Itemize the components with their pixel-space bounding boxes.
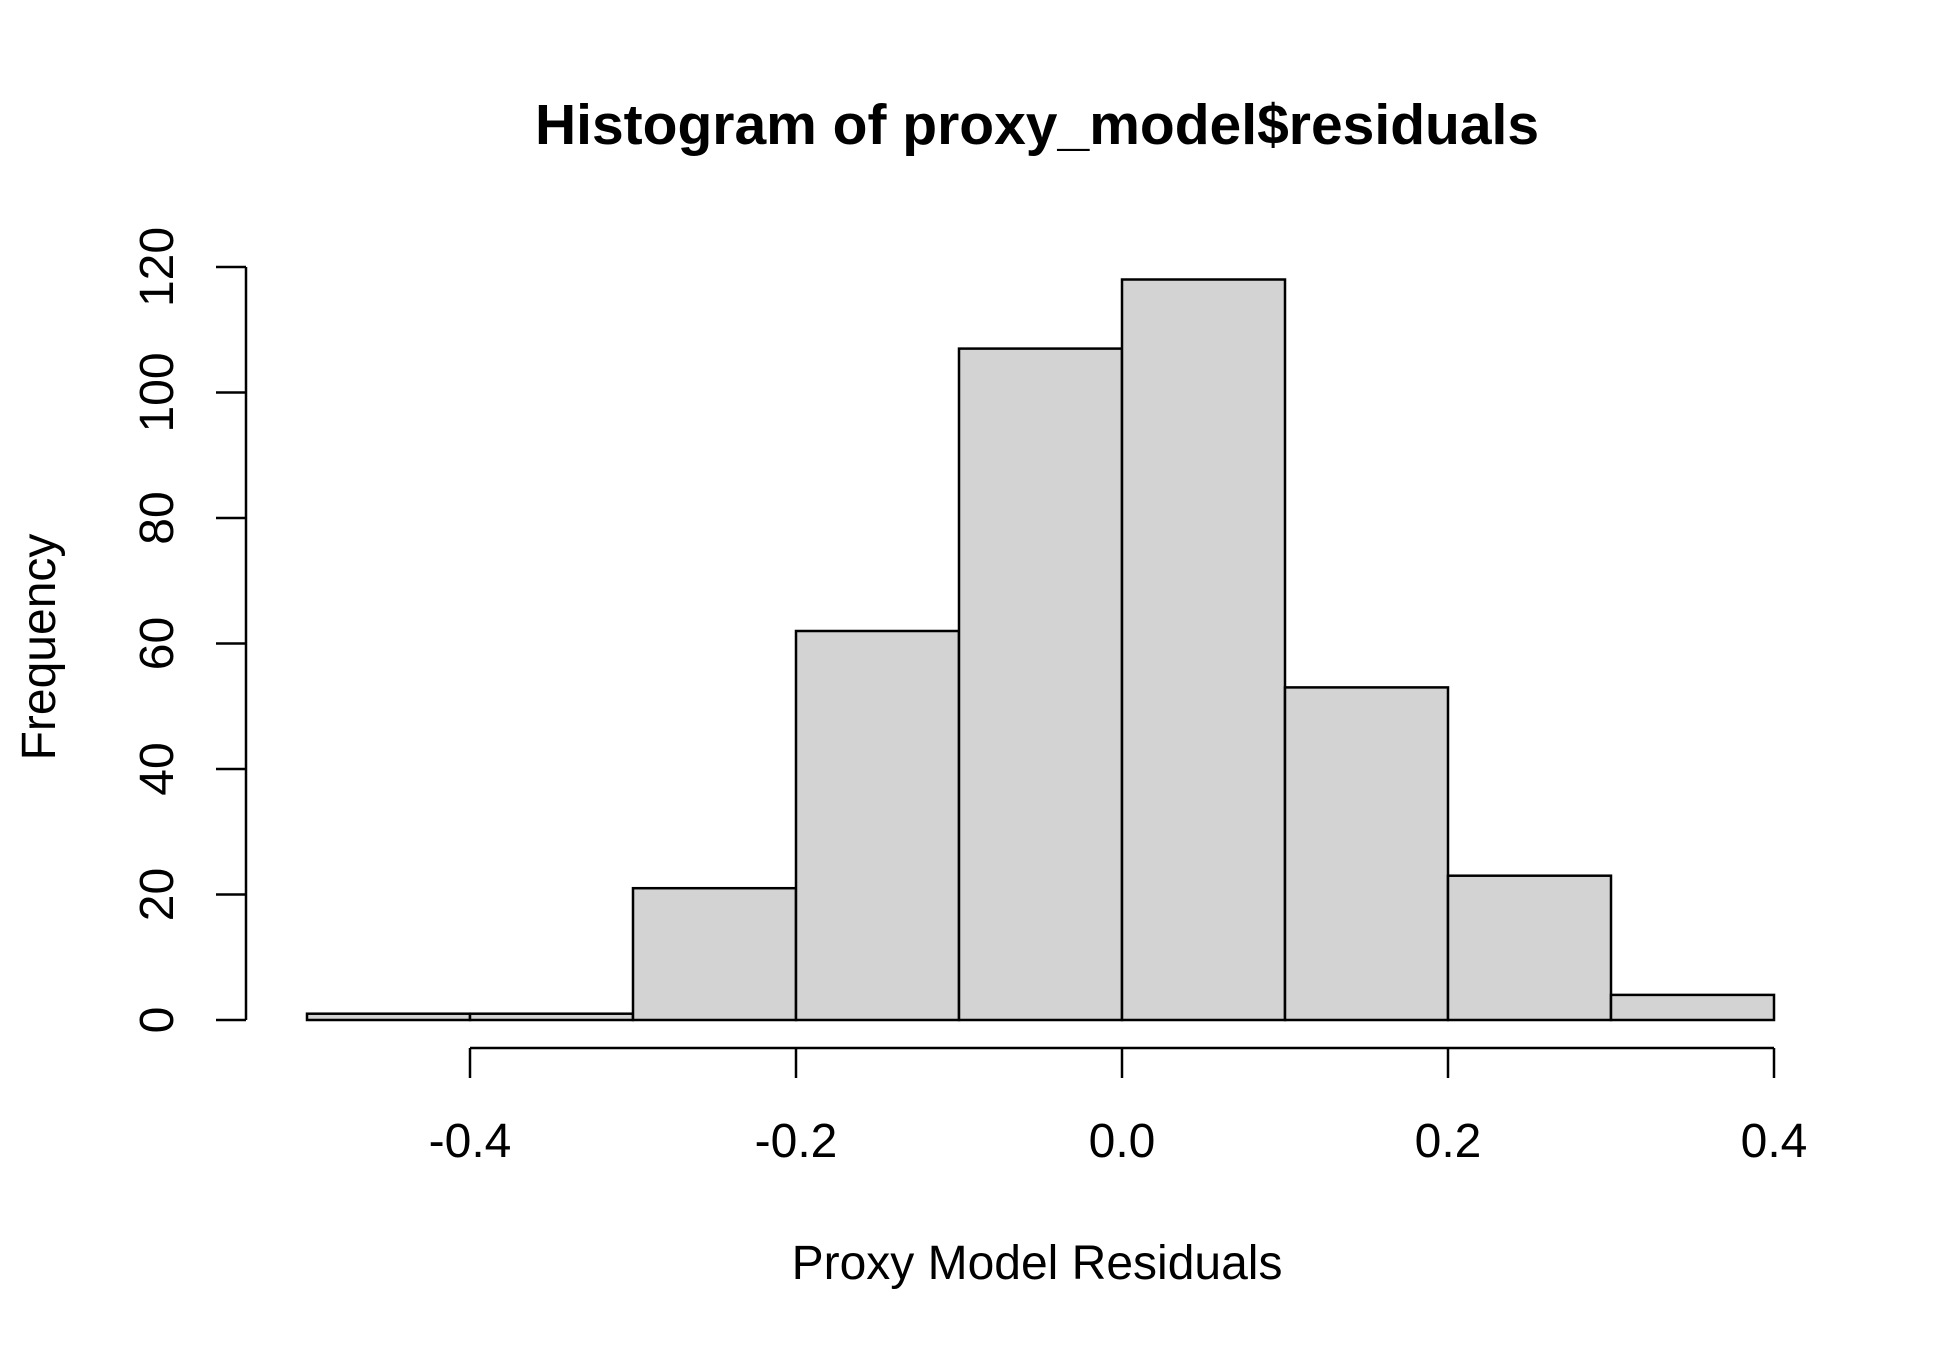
y-tick-label: 120 bbox=[131, 227, 184, 307]
y-tick-label: 80 bbox=[131, 491, 184, 544]
x-axis: -0.4 -0.2 0.0 0.2 0.4 bbox=[429, 1046, 1808, 1168]
histogram-bar bbox=[631, 886, 798, 1022]
y-tick-label: 40 bbox=[131, 742, 184, 795]
y-tick-label: 0 bbox=[131, 1007, 184, 1034]
histogram-bar bbox=[957, 347, 1124, 1022]
histogram-bars bbox=[305, 278, 1776, 1022]
y-tick-label: 60 bbox=[131, 617, 184, 670]
histogram-bar bbox=[468, 1012, 635, 1022]
y-axis-label: Frequency bbox=[13, 534, 66, 761]
histogram-bar bbox=[1120, 278, 1287, 1022]
y-tick-label: 20 bbox=[131, 868, 184, 921]
histogram-bar bbox=[1283, 686, 1450, 1022]
chart-title: Histogram of proxy_model$residuals bbox=[535, 93, 1539, 157]
x-tick-label: -0.4 bbox=[429, 1115, 512, 1168]
histogram-bar bbox=[1446, 874, 1613, 1022]
x-tick-label: 0.0 bbox=[1089, 1115, 1156, 1168]
x-tick-label: 0.2 bbox=[1415, 1115, 1482, 1168]
y-tick-label: 100 bbox=[131, 352, 184, 432]
histogram-bar bbox=[305, 1012, 472, 1022]
x-tick-label: -0.2 bbox=[755, 1115, 838, 1168]
x-axis-label: Proxy Model Residuals bbox=[792, 1237, 1283, 1290]
y-axis: 0 20 40 60 80 100 120 bbox=[131, 227, 248, 1034]
histogram-bar bbox=[794, 629, 961, 1022]
x-tick-label: 0.4 bbox=[1741, 1115, 1808, 1168]
histogram-bar bbox=[1609, 993, 1776, 1022]
